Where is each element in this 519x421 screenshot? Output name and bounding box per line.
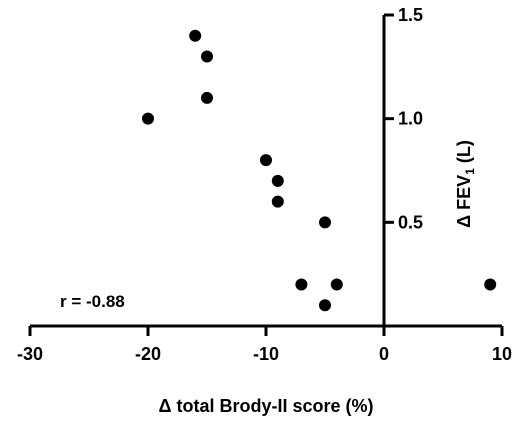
data-point — [260, 154, 272, 166]
data-points — [142, 30, 496, 312]
x-axis-title: Δ total Brody-II score (%) — [159, 396, 374, 416]
data-point — [484, 279, 496, 291]
data-point — [295, 279, 307, 291]
data-point — [201, 50, 213, 62]
correlation-annotation: r = -0.88 — [60, 292, 125, 311]
data-point — [319, 299, 331, 311]
x-tick-label: -10 — [253, 344, 279, 364]
data-point — [142, 113, 154, 125]
y-axis-title: Δ FEV1 (L) — [454, 140, 477, 228]
y-axis-title-main: Δ FEV — [454, 175, 474, 228]
x-tick-label: 10 — [492, 344, 512, 364]
x-tick-label: -30 — [17, 344, 43, 364]
y-tick-label: 1.5 — [398, 5, 423, 25]
y-tick-label: 1.0 — [398, 109, 423, 129]
y-axis-title-unit: (L) — [454, 140, 474, 168]
data-point — [331, 279, 343, 291]
data-point — [319, 216, 331, 228]
data-point — [201, 92, 213, 104]
data-point — [189, 30, 201, 42]
y-tick-label: 0.5 — [398, 212, 423, 232]
x-tick-label: -20 — [135, 344, 161, 364]
x-tick-label: 0 — [379, 344, 389, 364]
data-point — [272, 175, 284, 187]
data-point — [272, 196, 284, 208]
